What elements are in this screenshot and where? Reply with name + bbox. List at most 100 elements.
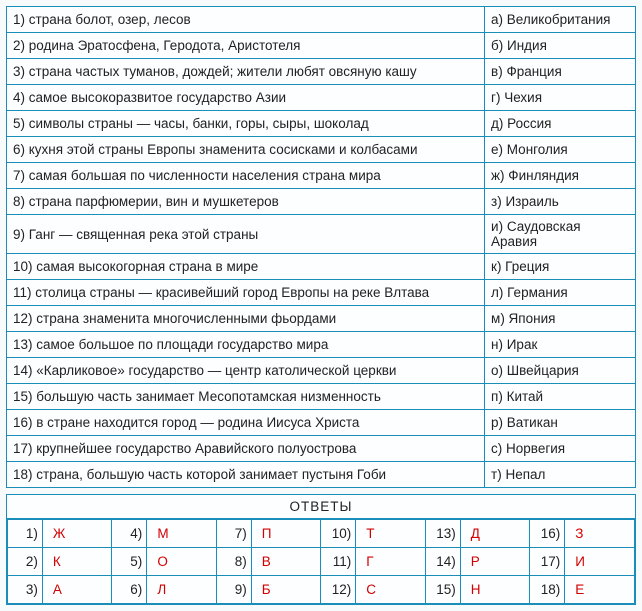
answer-letter-cell: Б — [251, 576, 321, 604]
match-option-cell: л) Германия — [485, 280, 636, 306]
answer-letter: П — [262, 526, 272, 541]
match-description-cell: 17) крупнейшее государство Аравийского п… — [7, 436, 485, 462]
match-option-cell: з) Израиль — [485, 189, 636, 215]
answers-section: ОТВЕТЫ 1)Ж4)М7)П10)Т13)Д16)З2)К5)О8)В11)… — [6, 494, 636, 605]
match-option-cell: а) Великобритания — [485, 7, 636, 33]
answer-letter-cell: О — [147, 548, 217, 576]
match-option-cell: р) Ватикан — [485, 410, 636, 436]
answers-row: 2)К5)О8)В11)Г14)Р17)И — [8, 548, 635, 576]
match-option-cell: к) Греция — [485, 254, 636, 280]
match-description-cell: 7) самая большая по численности населени… — [7, 163, 485, 189]
answer-letter: Д — [471, 526, 480, 541]
answer-number-cell: 17) — [530, 548, 565, 576]
match-row: 3) страна частых туманов, дождей; жители… — [7, 59, 636, 85]
match-row: 9) Ганг — священная река этой страныи) С… — [7, 215, 636, 254]
match-description-cell: 5) символы страны — часы, банки, горы, с… — [7, 111, 485, 137]
answer-number-cell: 11) — [321, 548, 356, 576]
match-row: 10) самая высокогорная страна в мирек) Г… — [7, 254, 636, 280]
match-row: 6) кухня этой страны Европы знаменита со… — [7, 137, 636, 163]
answer-letter-cell: Т — [356, 520, 426, 548]
answers-row: 3) А 6) Л 9) Б 12)С15) Н 18) Е — [8, 576, 635, 604]
match-row: 11) столица страны — красивейший город Е… — [7, 280, 636, 306]
match-row: 5) символы страны — часы, банки, горы, с… — [7, 111, 636, 137]
match-description-cell: 9) Ганг — священная река этой страны — [7, 215, 485, 254]
answer-letter: А — [53, 582, 62, 597]
answer-number-cell: 3) — [8, 576, 43, 604]
answer-letter: Н — [471, 582, 481, 597]
answer-letter-cell: Е — [565, 576, 635, 604]
answer-letter-cell: А — [42, 576, 112, 604]
answer-number-cell: 12) — [321, 576, 356, 604]
match-row: 15) большую часть занимает Месопотамская… — [7, 384, 636, 410]
answer-letter-cell: Г — [356, 548, 426, 576]
answer-number-cell: 16) — [530, 520, 565, 548]
match-description-cell: 4) самое высокоразвитое государство Азии — [7, 85, 485, 111]
answer-letter: В — [262, 554, 271, 569]
match-row: 12) страна знаменита многочисленными фьо… — [7, 306, 636, 332]
answer-number-cell: 8) — [216, 548, 251, 576]
match-option-cell: ж) Финляндия — [485, 163, 636, 189]
match-row: 16) в стране находится город — родина Ии… — [7, 410, 636, 436]
answer-number-cell: 13) — [425, 520, 460, 548]
answer-letter: И — [575, 554, 585, 569]
match-row: 8) страна парфюмерии, вин и мушкетеровз)… — [7, 189, 636, 215]
match-option-cell: е) Монголия — [485, 137, 636, 163]
answer-number-cell: 7) — [216, 520, 251, 548]
answer-number-cell: 6) — [112, 576, 147, 604]
match-description-cell: 18) страна, большую часть которой занима… — [7, 462, 485, 488]
answer-letter-cell: Н — [460, 576, 530, 604]
answer-number-cell: 10) — [321, 520, 356, 548]
answer-letter-cell: С — [356, 576, 426, 604]
match-table: 1) страна болот, озер, лесова) Великобри… — [6, 6, 636, 488]
answer-letter: Е — [575, 582, 584, 597]
answer-letter: О — [157, 554, 168, 569]
answer-letter-cell: Ж — [42, 520, 112, 548]
answer-number-cell: 14) — [425, 548, 460, 576]
answer-number-cell: 1) — [8, 520, 43, 548]
answer-number-cell: 9) — [216, 576, 251, 604]
match-description-cell: 8) страна парфюмерии, вин и мушкетеров — [7, 189, 485, 215]
answer-letter-cell: П — [251, 520, 321, 548]
answer-number-cell: 4) — [112, 520, 147, 548]
answer-letter-cell: Д — [460, 520, 530, 548]
match-row: 13) самое большое по площади государство… — [7, 332, 636, 358]
match-description-cell: 13) самое большое по площади государство… — [7, 332, 485, 358]
answer-number-cell: 15) — [425, 576, 460, 604]
match-option-cell: д) Россия — [485, 111, 636, 137]
answer-number-cell: 18) — [530, 576, 565, 604]
answer-letter-cell: М — [147, 520, 217, 548]
answers-grid: 1)Ж4)М7)П10)Т13)Д16)З2)К5)О8)В11)Г14)Р17… — [7, 519, 635, 604]
match-row: 14) «Карликовое» государство — центр кат… — [7, 358, 636, 384]
match-description-cell: 3) страна частых туманов, дождей; жители… — [7, 59, 485, 85]
match-row: 4) самое высокоразвитое государство Азии… — [7, 85, 636, 111]
answer-letter: Б — [262, 582, 271, 597]
match-description-cell: 15) большую часть занимает Месопотамская… — [7, 384, 485, 410]
answer-letter: Р — [471, 554, 480, 569]
match-row: 1) страна болот, озер, лесова) Великобри… — [7, 7, 636, 33]
match-option-cell: м) Япония — [485, 306, 636, 332]
answer-letter-cell: К — [42, 548, 112, 576]
match-description-cell: 1) страна болот, озер, лесов — [7, 7, 485, 33]
match-description-cell: 16) в стране находится город — родина Ии… — [7, 410, 485, 436]
match-row: 2) родина Эратосфена, Геродота, Аристоте… — [7, 33, 636, 59]
match-description-cell: 10) самая высокогорная страна в мире — [7, 254, 485, 280]
match-row: 18) страна, большую часть которой занима… — [7, 462, 636, 488]
match-option-cell: о) Швейцария — [485, 358, 636, 384]
match-description-cell: 2) родина Эратосфена, Геродота, Аристоте… — [7, 33, 485, 59]
answers-title: ОТВЕТЫ — [7, 495, 635, 519]
answer-letter-cell: В — [251, 548, 321, 576]
answer-letter-cell: Л — [147, 576, 217, 604]
answer-letter: Л — [157, 582, 166, 597]
match-description-cell: 12) страна знаменита многочисленными фьо… — [7, 306, 485, 332]
match-option-cell: н) Ирак — [485, 332, 636, 358]
answers-row: 1)Ж4)М7)П10)Т13)Д16)З — [8, 520, 635, 548]
answer-letter-cell: И — [565, 548, 635, 576]
answer-letter: Ж — [53, 526, 65, 541]
answer-letter: М — [157, 526, 168, 541]
match-option-cell: п) Китай — [485, 384, 636, 410]
match-option-cell: г) Чехия — [485, 85, 636, 111]
match-option-cell: с) Норвегия — [485, 436, 636, 462]
match-row: 17) крупнейшее государство Аравийского п… — [7, 436, 636, 462]
answers-grid-body: 1)Ж4)М7)П10)Т13)Д16)З2)К5)О8)В11)Г14)Р17… — [8, 520, 635, 604]
answer-number-cell: 5) — [112, 548, 147, 576]
